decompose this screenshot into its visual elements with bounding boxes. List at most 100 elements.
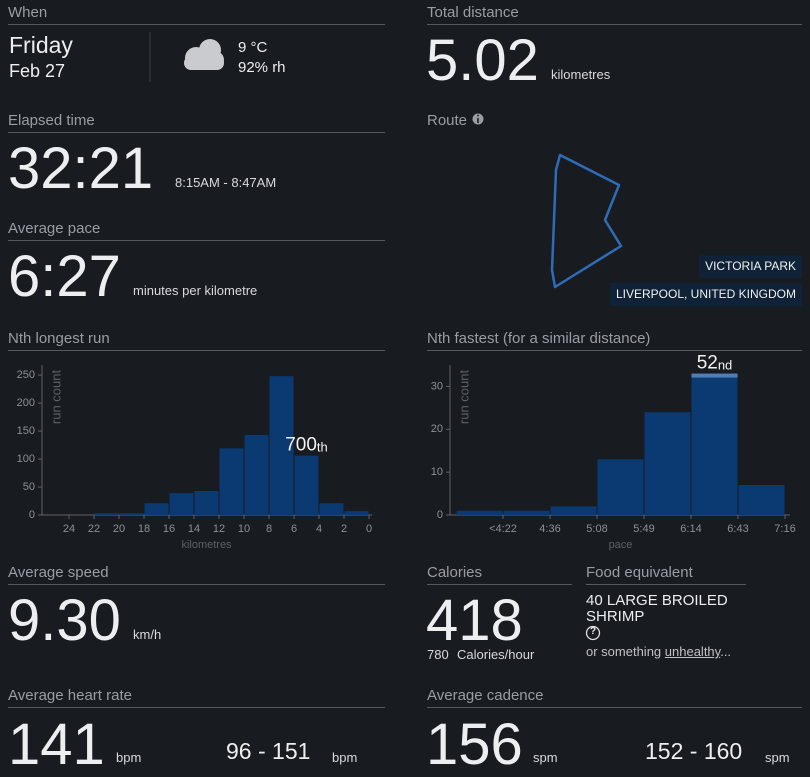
y-tick-label: 200 — [17, 397, 35, 409]
x-tick-label: 2 — [341, 523, 347, 535]
elapsed-value: 32:21 — [8, 136, 154, 201]
y-tick-label: 50 — [23, 481, 35, 493]
bar — [119, 513, 144, 515]
x-tick-label: 8 — [266, 523, 272, 535]
annotation-suffix: th — [317, 440, 328, 455]
cadence-range: 152 - 160 — [645, 738, 743, 764]
highlight-band — [691, 373, 738, 378]
y-tick-label: 0 — [29, 509, 35, 521]
day: Friday — [9, 32, 73, 58]
x-tick-label: 6 — [291, 523, 297, 535]
date: Feb 27 — [9, 61, 66, 81]
calories-value: 418 — [426, 588, 523, 653]
bar — [94, 513, 119, 515]
bar — [344, 511, 369, 515]
cadence-value: 156 — [426, 712, 523, 777]
y-tick-label: 30 — [431, 380, 443, 392]
bar — [319, 503, 344, 515]
help-icon — [585, 625, 601, 641]
pace-value: 6:27 — [8, 244, 121, 309]
calories-rate: 780 — [427, 647, 449, 662]
calories-rate-unit: Calories/hour — [457, 647, 535, 662]
section-label: Total distance — [427, 5, 802, 25]
section-label: Average heart rate — [8, 688, 385, 708]
bar — [691, 373, 738, 515]
x-tick-label: 22 — [88, 523, 100, 535]
humidity: 92% rh — [238, 59, 286, 76]
speed-unit: km/h — [133, 627, 162, 642]
bar — [169, 493, 194, 515]
section-label: Average pace — [8, 221, 385, 241]
help[interactable]: ? — [589, 626, 597, 637]
y-axis-label: run count — [456, 370, 471, 425]
annotation-suffix: nd — [718, 358, 732, 373]
cloud-icon — [184, 39, 224, 70]
y-tick-label: 150 — [17, 425, 35, 437]
y-tick-label: 0 — [437, 509, 443, 521]
distance-unit: kilometres — [551, 67, 611, 82]
annotation: 700th — [285, 435, 328, 456]
pace-unit: minutes per kilometre — [133, 283, 258, 298]
food-note: or something unhealthy... — [586, 645, 731, 658]
bar — [644, 412, 691, 515]
bar — [456, 510, 503, 515]
x-tick-label: 16 — [163, 523, 175, 535]
bar — [738, 485, 785, 515]
annotation: 52nd — [697, 353, 733, 374]
bar — [219, 448, 244, 515]
x-tick-label: 12 — [213, 523, 225, 535]
x-tick-label: 0 — [366, 523, 372, 535]
bar — [503, 510, 550, 515]
link[interactable]: unhealthy — [664, 644, 721, 659]
bar — [194, 490, 219, 515]
y-tick-label: 10 — [431, 466, 443, 478]
bar — [294, 455, 319, 515]
section-label: Food equivalent — [586, 565, 746, 585]
place-tag: VICTORIA PARK — [699, 255, 802, 278]
section-label: Route — [427, 112, 468, 129]
x-tick-label: 5:49 — [633, 523, 654, 535]
chart-title: Nth fastest (for a similar distance) — [427, 331, 802, 351]
temperature: 9 °C — [238, 39, 268, 56]
speed-value: 9.30 — [8, 588, 121, 653]
x-tick-label: 10 — [238, 523, 250, 535]
annotation-number: 700 — [285, 435, 317, 456]
prefix: or something — [586, 644, 662, 659]
cadence-unit: spm — [533, 750, 558, 765]
section-label: Calories — [427, 565, 572, 585]
food: 40 LARGE BROILED SHRIMP — [586, 592, 728, 625]
bar — [597, 459, 644, 515]
x-tick-label: 7:16 — [774, 523, 795, 535]
bar — [244, 434, 269, 515]
distance-value: 5.02 — [426, 28, 539, 93]
x-tick-label: 14 — [188, 523, 200, 535]
route-path — [550, 153, 623, 289]
section-label: Elapsed time — [8, 113, 385, 133]
section-label: Average cadence — [427, 688, 802, 708]
y-tick-label: 250 — [17, 369, 35, 381]
city-tag: LIVERPOOL, UNITED KINGDOM — [609, 283, 802, 306]
x-axis-label: kilometres — [181, 539, 232, 551]
time-range: 8:15AM - 8:47AM — [175, 175, 277, 190]
chart-title: Nth longest run — [8, 331, 385, 351]
section-label: When — [8, 5, 385, 25]
hr-value: 141 — [8, 712, 105, 777]
x-axis-label: pace — [609, 539, 633, 551]
section-label: Average speed — [8, 565, 385, 585]
x-tick-label: 5:08 — [586, 523, 607, 535]
hr-range-unit: bpm — [332, 750, 358, 765]
hr-unit: bpm — [116, 750, 142, 765]
x-tick-label: 6:43 — [727, 523, 748, 535]
x-tick-label: 4:36 — [539, 523, 560, 535]
suffix: ... — [720, 644, 732, 659]
info-icon — [472, 113, 484, 125]
annotation-number: 52 — [697, 353, 718, 374]
x-tick-label: 4 — [316, 523, 322, 535]
bar — [269, 376, 294, 515]
x-tick-label: 24 — [63, 523, 75, 535]
y-tick-label: 100 — [17, 453, 35, 465]
cadence-range-unit: spm — [765, 750, 790, 765]
bar — [144, 503, 169, 515]
